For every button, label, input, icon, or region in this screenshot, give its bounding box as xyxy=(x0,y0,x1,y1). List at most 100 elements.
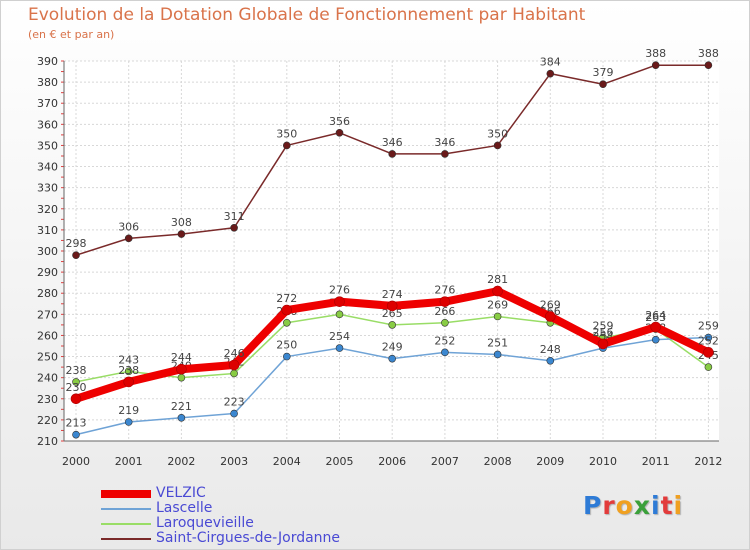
y-tick-label: 260 xyxy=(37,329,58,342)
data-label: 259 xyxy=(593,320,614,333)
data-point xyxy=(386,300,398,312)
data-point xyxy=(230,369,238,378)
data-label: 223 xyxy=(224,396,245,409)
legend-label: VELZIC xyxy=(156,485,206,501)
chart-title: Evolution de la Dotation Globale de Fonc… xyxy=(28,5,586,25)
y-tick-label: 340 xyxy=(37,161,58,174)
data-label: 252 xyxy=(698,334,719,347)
x-tick-label: 2002 xyxy=(167,455,195,468)
data-label: 259 xyxy=(698,320,719,333)
y-tick-label: 230 xyxy=(37,393,58,406)
chart-subtitle: (en € et par an) xyxy=(28,28,115,41)
data-label: 272 xyxy=(276,292,297,305)
data-point xyxy=(72,251,80,260)
data-point xyxy=(228,359,240,371)
data-label: 269 xyxy=(487,298,508,311)
data-point xyxy=(176,363,187,375)
data-point xyxy=(493,141,502,150)
y-tick-label: 390 xyxy=(37,55,58,68)
y-tick-label: 360 xyxy=(37,118,58,131)
x-tick-label: 2003 xyxy=(220,455,248,468)
data-label: 256 xyxy=(593,326,614,339)
data-point xyxy=(388,321,397,329)
y-tick-label: 320 xyxy=(37,203,58,216)
data-point xyxy=(335,344,344,352)
x-tick-label: 2008 xyxy=(484,455,512,468)
data-point xyxy=(230,223,238,232)
data-label: 379 xyxy=(593,66,614,79)
data-point xyxy=(335,310,344,319)
data-label: 246 xyxy=(224,347,245,360)
x-tick-label: 2009 xyxy=(536,455,564,468)
data-point xyxy=(704,333,713,342)
legend-label: Lascelle xyxy=(156,500,213,516)
data-label: 264 xyxy=(645,309,666,322)
y-tick-label: 350 xyxy=(37,139,58,152)
x-tick-label: 2010 xyxy=(589,455,617,468)
data-label: 219 xyxy=(118,404,139,417)
data-label: 243 xyxy=(118,353,139,366)
data-point xyxy=(704,61,713,70)
data-label: 213 xyxy=(66,417,87,430)
data-label: 311 xyxy=(224,210,245,223)
y-tick-label: 290 xyxy=(37,266,58,279)
data-label: 384 xyxy=(540,56,561,69)
y-tick-label: 370 xyxy=(37,97,58,110)
data-point xyxy=(177,373,186,382)
y-tick-label: 240 xyxy=(37,372,58,385)
data-point xyxy=(282,352,291,361)
data-label: 230 xyxy=(66,381,87,394)
data-point xyxy=(388,150,397,158)
data-label: 306 xyxy=(118,220,139,233)
data-label: 356 xyxy=(329,115,350,128)
data-point xyxy=(546,69,555,78)
y-tick-label: 330 xyxy=(37,182,58,195)
legend-swatch xyxy=(101,538,151,540)
data-point xyxy=(282,141,291,150)
data-point xyxy=(334,296,345,307)
y-tick-label: 380 xyxy=(37,76,58,89)
data-label: 276 xyxy=(434,284,455,297)
proxiti-logo: Proxiti xyxy=(583,491,684,520)
data-point xyxy=(177,230,186,238)
data-label: 281 xyxy=(487,273,508,286)
data-label: 252 xyxy=(434,334,455,347)
y-tick-label: 280 xyxy=(37,287,58,300)
data-point xyxy=(546,356,555,365)
y-tick-label: 310 xyxy=(37,224,58,237)
data-point xyxy=(544,311,556,322)
data-label: 221 xyxy=(171,400,192,413)
data-label: 238 xyxy=(118,364,139,377)
data-label: 346 xyxy=(434,136,455,149)
data-point xyxy=(704,363,713,371)
data-point xyxy=(72,430,80,439)
legend-label: Saint-Cirgues-de-Jordanne xyxy=(156,530,341,546)
data-point xyxy=(439,296,451,307)
data-label: 254 xyxy=(329,330,350,343)
data-label: 265 xyxy=(382,307,403,320)
x-tick-label: 2004 xyxy=(273,455,301,468)
data-point xyxy=(703,347,714,358)
data-point xyxy=(335,128,344,137)
data-point xyxy=(599,80,607,89)
data-label: 346 xyxy=(382,136,403,149)
data-point xyxy=(651,61,660,70)
data-point xyxy=(388,354,397,363)
y-tick-label: 210 xyxy=(37,435,58,448)
data-point xyxy=(70,393,82,405)
x-tick-label: 2012 xyxy=(694,455,722,468)
data-point xyxy=(441,318,449,327)
y-tick-label: 250 xyxy=(37,351,58,364)
data-point xyxy=(651,335,660,344)
data-point xyxy=(124,418,133,426)
data-label: 388 xyxy=(698,47,719,60)
data-label: 266 xyxy=(434,305,455,318)
data-point xyxy=(650,321,662,333)
data-label: 298 xyxy=(66,237,87,250)
data-point xyxy=(441,348,449,357)
data-point xyxy=(72,378,80,386)
data-point xyxy=(282,318,291,327)
data-label: 276 xyxy=(329,284,350,297)
